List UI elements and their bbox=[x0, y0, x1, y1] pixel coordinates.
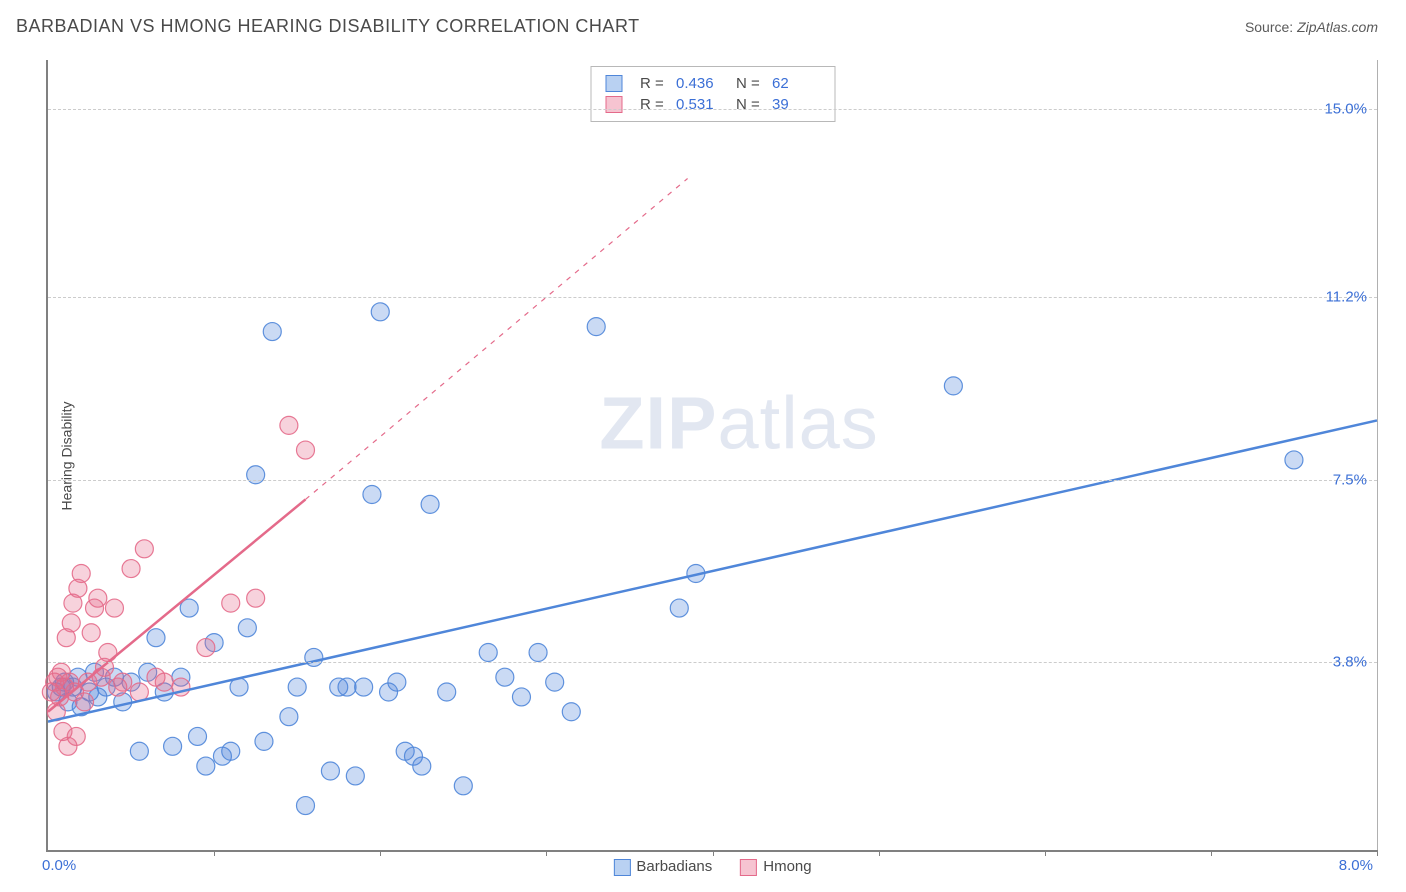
data-point bbox=[371, 303, 389, 321]
data-point bbox=[247, 589, 265, 607]
data-point bbox=[944, 377, 962, 395]
grid-line bbox=[48, 109, 1377, 110]
x-tick bbox=[380, 850, 381, 856]
chart-area: Hearing Disability ZIPatlas R =0.436N =6… bbox=[46, 60, 1378, 852]
stat-n-label: N = bbox=[736, 96, 760, 113]
y-tick-label: 11.2% bbox=[1326, 289, 1367, 306]
data-point bbox=[72, 565, 90, 583]
data-point bbox=[238, 619, 256, 637]
data-point bbox=[438, 683, 456, 701]
grid-line bbox=[48, 662, 1377, 663]
data-point bbox=[130, 742, 148, 760]
data-point bbox=[105, 599, 123, 617]
data-point bbox=[512, 688, 530, 706]
legend-item: Barbadians bbox=[613, 858, 712, 876]
legend-label: Hmong bbox=[763, 858, 811, 875]
data-point bbox=[155, 673, 173, 691]
data-point bbox=[197, 639, 215, 657]
data-point bbox=[529, 644, 547, 662]
y-tick-label: 3.8% bbox=[1333, 654, 1367, 671]
data-point bbox=[280, 416, 298, 434]
data-point bbox=[147, 629, 165, 647]
data-point bbox=[263, 323, 281, 341]
stat-r-value: 0.436 bbox=[676, 75, 724, 92]
data-point bbox=[363, 486, 381, 504]
data-point bbox=[122, 560, 140, 578]
scatter-plot: ZIPatlas R =0.436N =62R =0.531N =39 0.0%… bbox=[46, 60, 1378, 852]
data-point bbox=[135, 540, 153, 558]
x-tick bbox=[713, 850, 714, 856]
data-point bbox=[82, 624, 100, 642]
series-legend: Barbadians Hmong bbox=[613, 858, 811, 876]
grid-line bbox=[48, 480, 1377, 481]
data-point bbox=[321, 762, 339, 780]
stat-r-label: R = bbox=[640, 75, 664, 92]
data-point bbox=[222, 742, 240, 760]
data-point bbox=[546, 673, 564, 691]
x-tick bbox=[546, 850, 547, 856]
stat-n-value: 39 bbox=[772, 96, 820, 113]
data-point bbox=[114, 673, 132, 691]
chart-title: BARBADIAN VS HMONG HEARING DISABILITY CO… bbox=[16, 16, 640, 37]
x-tick bbox=[1211, 850, 1212, 856]
legend-row: R = 0.531 N = 39 bbox=[605, 94, 820, 115]
data-point bbox=[413, 757, 431, 775]
data-point bbox=[164, 737, 182, 755]
data-point bbox=[255, 732, 273, 750]
x-tick bbox=[1045, 850, 1046, 856]
plot-svg bbox=[48, 60, 1377, 850]
data-point bbox=[496, 668, 514, 686]
stat-n-label: N = bbox=[736, 75, 760, 92]
data-point bbox=[89, 589, 107, 607]
data-point bbox=[338, 678, 356, 696]
stat-r-value: 0.531 bbox=[676, 96, 724, 113]
x-axis-max-label: 8.0% bbox=[1339, 857, 1373, 874]
stat-n-value: 62 bbox=[772, 75, 820, 92]
data-point bbox=[62, 614, 80, 632]
trend-line-extrapolated bbox=[305, 179, 687, 500]
data-point bbox=[388, 673, 406, 691]
y-tick-label: 7.5% bbox=[1333, 471, 1367, 488]
y-tick-label: 15.0% bbox=[1324, 101, 1367, 118]
x-tick bbox=[214, 850, 215, 856]
data-point bbox=[197, 757, 215, 775]
data-point bbox=[479, 644, 497, 662]
correlation-legend: R = 0.436 N = 62 R = 0.531 N = 39 bbox=[590, 66, 835, 122]
data-point bbox=[562, 703, 580, 721]
legend-swatch bbox=[613, 859, 630, 876]
data-point bbox=[421, 495, 439, 513]
data-point bbox=[296, 797, 314, 815]
data-point bbox=[222, 594, 240, 612]
data-point bbox=[346, 767, 364, 785]
source-name: ZipAtlas.com bbox=[1297, 19, 1378, 35]
legend-item: Hmong bbox=[740, 858, 811, 876]
legend-swatch bbox=[740, 859, 757, 876]
x-axis-min-label: 0.0% bbox=[42, 857, 76, 874]
data-point bbox=[454, 777, 472, 795]
legend-label: Barbadians bbox=[636, 858, 712, 875]
legend-swatch bbox=[605, 75, 622, 92]
legend-swatch bbox=[605, 96, 622, 113]
data-point bbox=[587, 318, 605, 336]
trend-line bbox=[48, 420, 1377, 721]
source-prefix: Source: bbox=[1245, 19, 1297, 35]
data-point bbox=[189, 727, 207, 745]
x-tick bbox=[879, 850, 880, 856]
data-point bbox=[247, 466, 265, 484]
data-point bbox=[1285, 451, 1303, 469]
data-point bbox=[67, 727, 85, 745]
grid-line bbox=[48, 297, 1377, 298]
data-point bbox=[280, 708, 298, 726]
data-point bbox=[288, 678, 306, 696]
x-tick bbox=[1377, 850, 1378, 856]
data-point bbox=[670, 599, 688, 617]
stat-r-label: R = bbox=[640, 96, 664, 113]
data-point bbox=[355, 678, 373, 696]
data-point bbox=[76, 693, 94, 711]
source-attribution: Source: ZipAtlas.com bbox=[1245, 19, 1378, 35]
data-point bbox=[296, 441, 314, 459]
legend-row: R = 0.436 N = 62 bbox=[605, 73, 820, 94]
chart-header: BARBADIAN VS HMONG HEARING DISABILITY CO… bbox=[0, 0, 1406, 47]
